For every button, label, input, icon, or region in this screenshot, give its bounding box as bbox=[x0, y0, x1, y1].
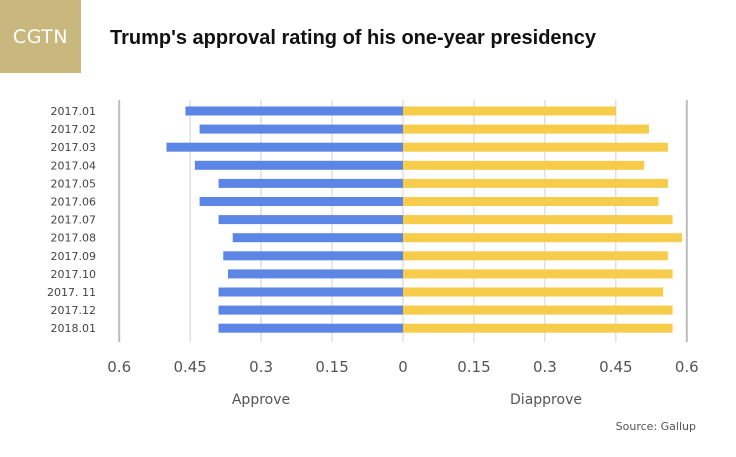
category-label: 2017.09 bbox=[51, 250, 97, 263]
disapprove-bar bbox=[403, 178, 668, 188]
approve-bar bbox=[218, 323, 403, 333]
approve-bar bbox=[199, 124, 403, 134]
disapprove-bar bbox=[403, 124, 649, 134]
category-label: 2017.04 bbox=[51, 159, 97, 172]
approve-bar bbox=[232, 233, 403, 243]
approve-bar bbox=[218, 287, 403, 297]
approve-bar bbox=[218, 178, 403, 188]
approve-axis-label: Approve bbox=[232, 392, 290, 408]
disapprove-bar bbox=[403, 160, 645, 170]
disapprove-bar bbox=[403, 233, 683, 243]
x-tick-label: 0.6 bbox=[107, 358, 131, 376]
disapprove-bar bbox=[403, 106, 616, 116]
category-label: 2017.12 bbox=[51, 304, 97, 317]
category-label: 2017.05 bbox=[51, 177, 97, 190]
disapprove-bar bbox=[403, 197, 659, 206]
approve-bar bbox=[194, 160, 403, 170]
disapprove-bar bbox=[403, 251, 668, 261]
approve-bar bbox=[227, 269, 403, 279]
category-label: 2017.08 bbox=[51, 232, 97, 245]
x-tick-label: 0.45 bbox=[173, 358, 206, 376]
category-label: 2017.10 bbox=[51, 268, 97, 281]
x-tick-label: 0.3 bbox=[533, 358, 557, 376]
disapprove-bar bbox=[403, 269, 673, 279]
cgtn-logo: CGTN bbox=[0, 0, 81, 73]
x-tick-label: 0.15 bbox=[315, 358, 348, 376]
disapprove-bar bbox=[403, 287, 664, 297]
logo-text: CGTN bbox=[12, 25, 69, 48]
category-label: 2017. 11 bbox=[47, 286, 96, 299]
disapprove-axis-label: Diapprove bbox=[510, 392, 582, 408]
approve-bar bbox=[166, 142, 403, 152]
disapprove-bar bbox=[403, 142, 668, 152]
category-label: 2017.03 bbox=[51, 141, 97, 154]
approve-bar bbox=[218, 215, 403, 225]
x-tick-label: 0.3 bbox=[249, 358, 273, 376]
category-label: 2017.02 bbox=[51, 123, 97, 136]
x-tick-label: 0.6 bbox=[675, 358, 699, 376]
category-label: 2017.07 bbox=[51, 214, 97, 227]
category-label: 2017.01 bbox=[51, 105, 97, 118]
x-tick-label: 0.15 bbox=[457, 358, 490, 376]
disapprove-bar bbox=[403, 305, 673, 315]
x-tick-label: 0 bbox=[398, 358, 408, 376]
disapprove-bar bbox=[403, 323, 673, 333]
category-label: 2018.01 bbox=[51, 322, 97, 335]
disapprove-bar bbox=[403, 215, 673, 225]
approve-bar bbox=[185, 106, 403, 116]
category-label: 2017.06 bbox=[51, 196, 97, 209]
approve-bar bbox=[218, 305, 403, 315]
approve-bar bbox=[223, 251, 403, 261]
source-note: Source: Gallup bbox=[615, 420, 696, 433]
chart-title: Trump's approval rating of his one-year … bbox=[110, 27, 596, 49]
approve-bar bbox=[199, 197, 403, 206]
x-tick-label: 0.45 bbox=[599, 358, 632, 376]
